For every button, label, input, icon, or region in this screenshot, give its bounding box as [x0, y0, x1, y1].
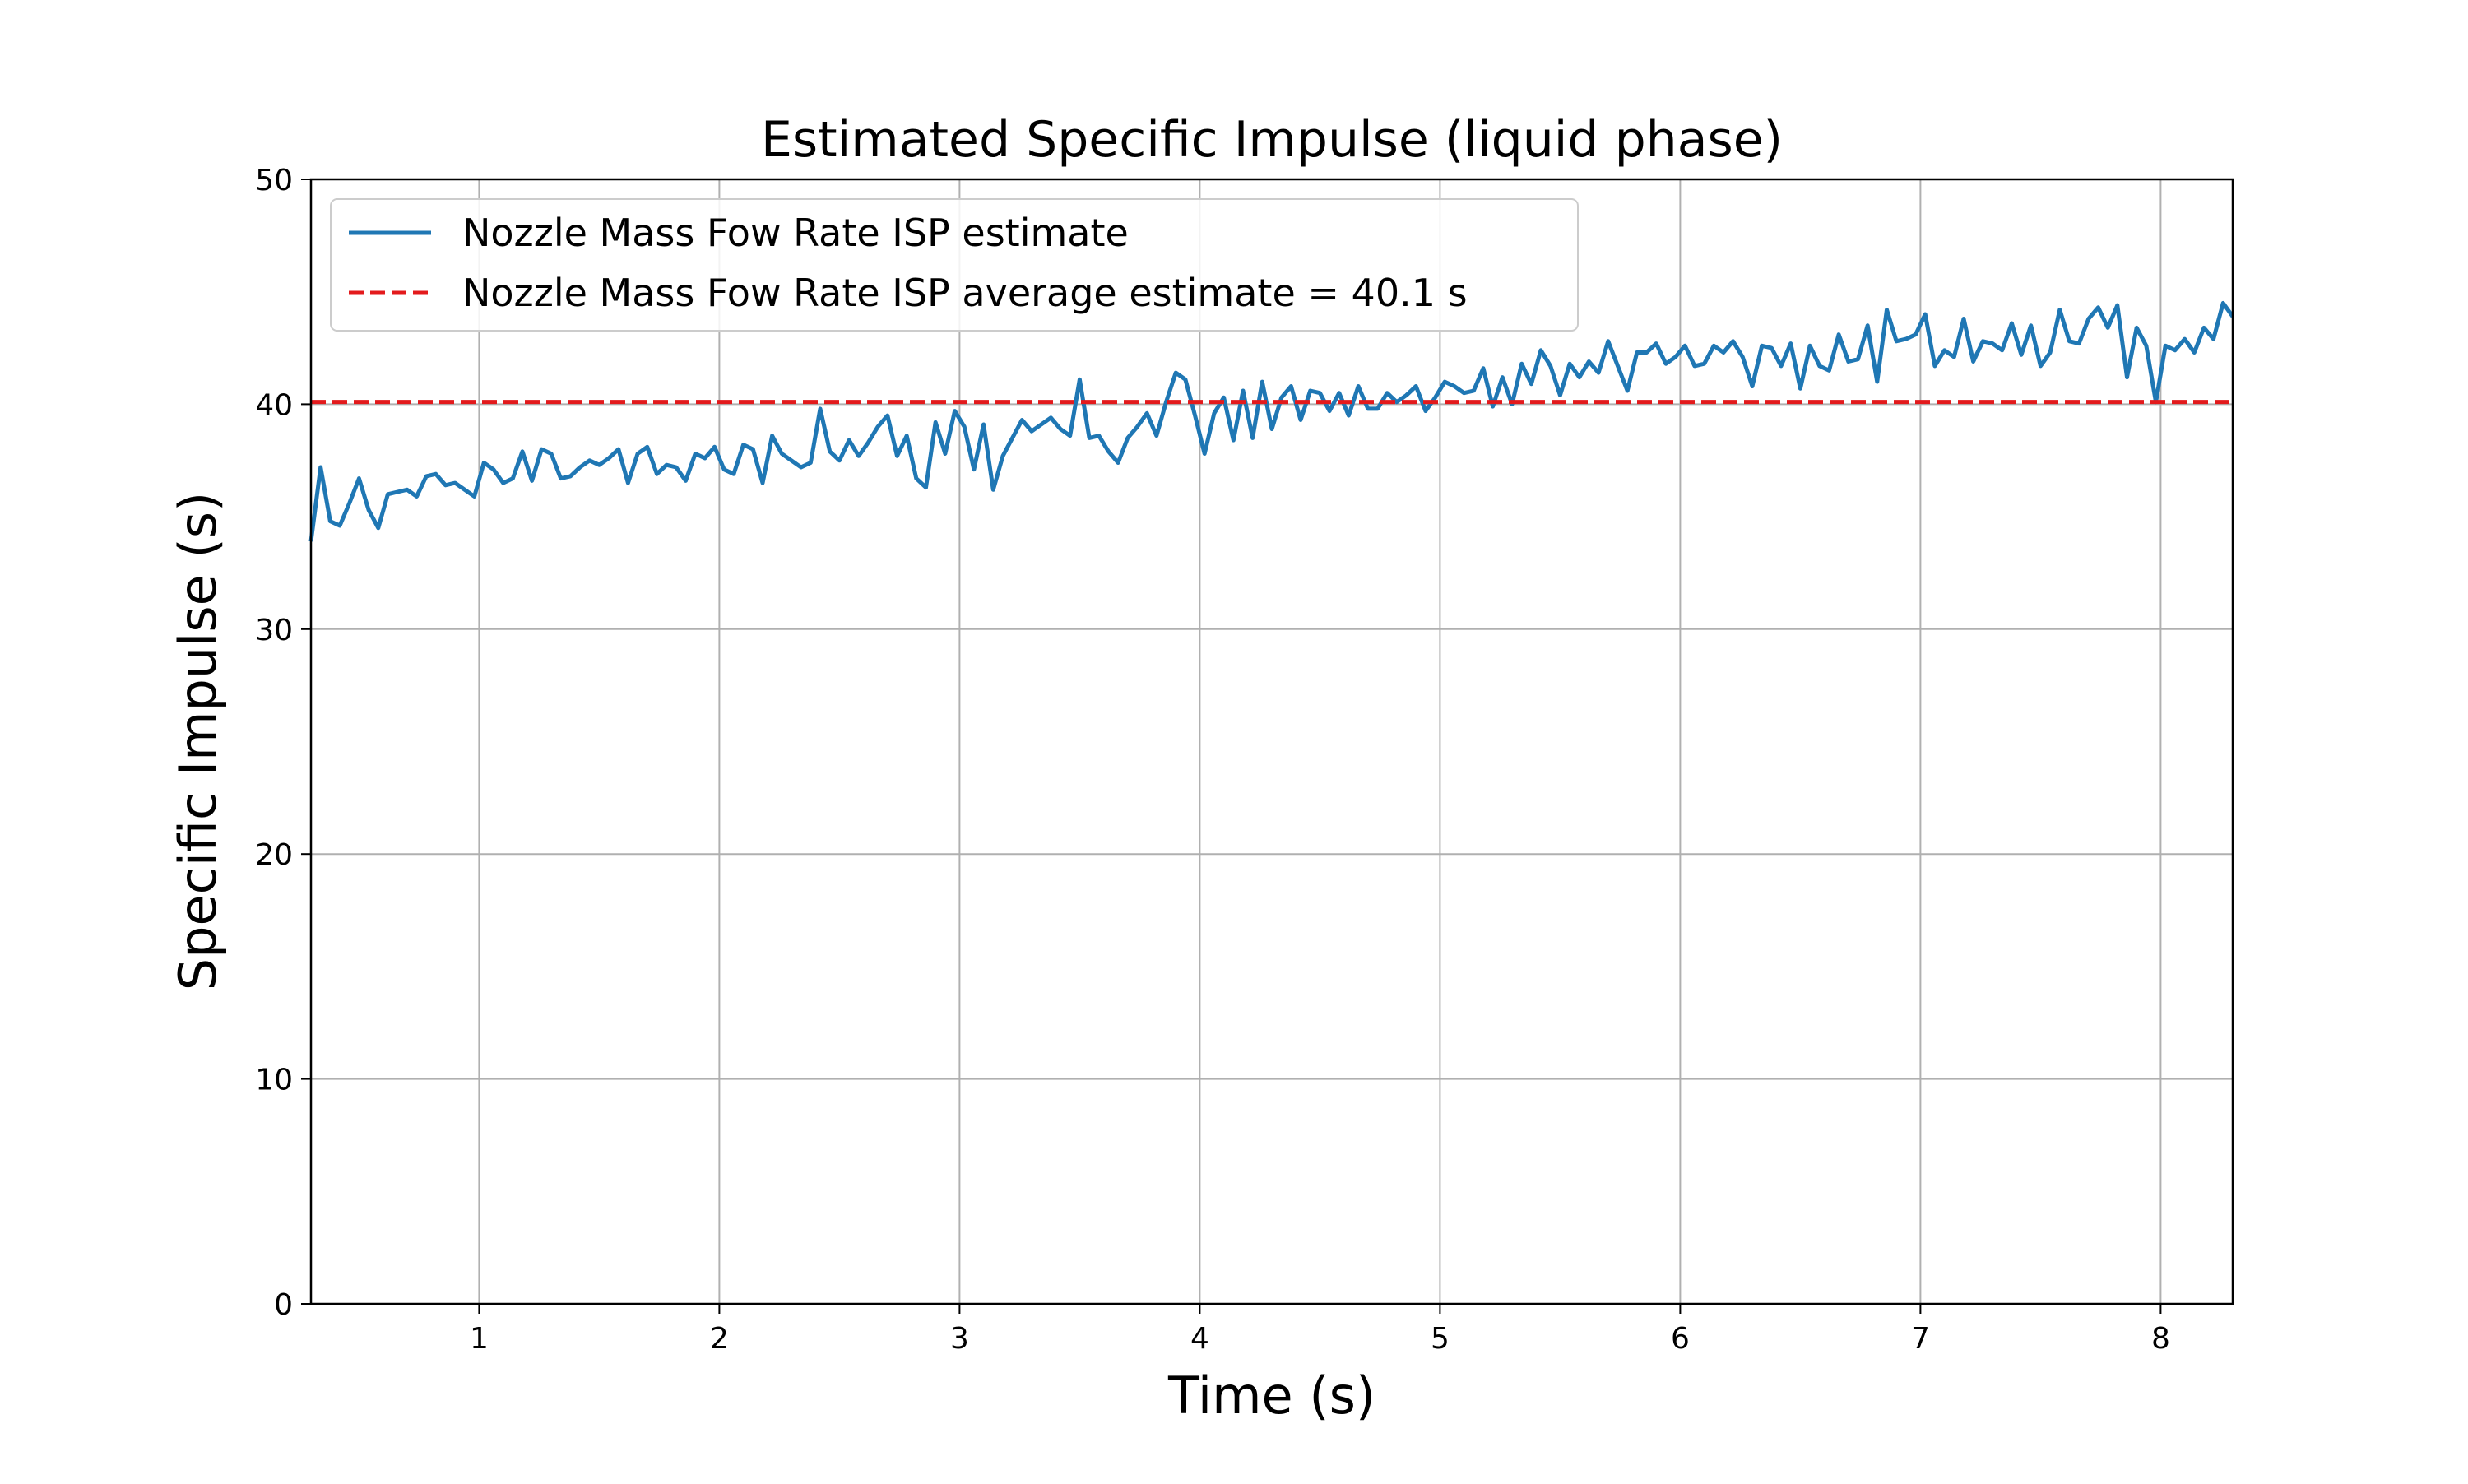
- x-tick-label: 6: [1671, 1322, 1690, 1356]
- y-axis-label: Specific Impulse (s): [168, 492, 228, 990]
- plot-frame: [309, 178, 2234, 1305]
- x-tick-label: 3: [950, 1322, 969, 1356]
- x-tick-label: 8: [2151, 1322, 2170, 1356]
- chart-title: Estimated Specific Impulse (liquid phase…: [761, 111, 1783, 169]
- x-tick-label: 7: [1911, 1322, 1930, 1356]
- y-tick-label: 0: [274, 1288, 293, 1322]
- x-tick-label: 1: [470, 1322, 489, 1356]
- legend-box: [330, 198, 1579, 332]
- axis-ticks: 1 2 3 4 5 6 7 8 0 10 20 30 40 50: [255, 164, 2170, 1356]
- legend-label-average: Nozzle Mass Fow Rate ISP average estimat…: [462, 271, 1468, 315]
- y-tick-label: 10: [255, 1064, 293, 1097]
- y-tick-label: 20: [255, 838, 293, 872]
- x-axis-label: Time (s): [1167, 1366, 1375, 1426]
- y-tick-label: 50: [255, 164, 293, 197]
- legend: Nozzle Mass Fow Rate ISP estimate Nozzle…: [330, 198, 1579, 332]
- x-tick-label: 4: [1190, 1322, 1209, 1356]
- series-line-estimate: [308, 300, 2235, 542]
- legend-label-estimate: Nozzle Mass Fow Rate ISP estimate: [462, 211, 1129, 255]
- x-tick-label: 5: [1431, 1322, 1450, 1356]
- y-tick-label: 40: [255, 388, 293, 422]
- grid: [311, 179, 2233, 1305]
- series-layer: [308, 300, 2235, 542]
- y-tick-label: 30: [255, 614, 293, 647]
- x-tick-label: 2: [710, 1322, 729, 1356]
